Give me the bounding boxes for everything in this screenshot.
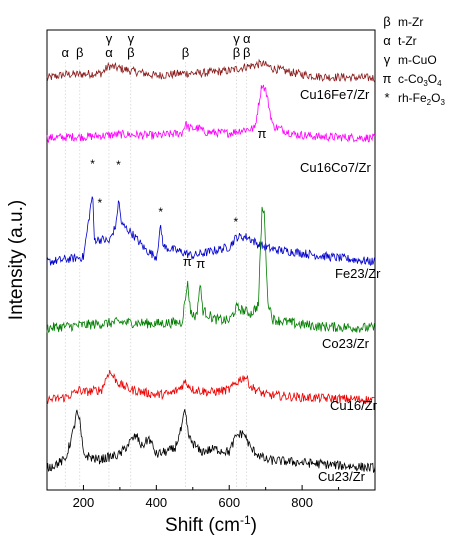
legend-symbol-0: β	[383, 14, 390, 29]
spectrum-cu16co7-zr	[46, 84, 376, 144]
x-axis-label: Shift (cm-1)	[165, 513, 257, 536]
spectra-group	[46, 58, 376, 473]
spectrum-fe23-zr	[46, 196, 376, 267]
phase-marker-3-top: γ	[128, 31, 135, 46]
series-label-cu16-zr: Cu16/Zr	[330, 398, 378, 413]
series-label-fe23-zr: Fe23/Zr	[335, 266, 381, 281]
x-tick-label-200: 200	[73, 495, 95, 510]
reference-lines	[64, 62, 248, 488]
legend-text-1: t-Zr	[398, 34, 417, 48]
peak-annotation-0: *	[90, 157, 95, 171]
peak-annotation-1: *	[98, 196, 103, 210]
series-label-cu23-zr: Cu23/Zr	[318, 469, 366, 484]
phase-marker-6-top: α	[243, 31, 251, 46]
legend-text-4: rh-Fe2O3	[398, 91, 445, 107]
x-axis-ticks: 200 400 600 800	[46, 485, 376, 510]
series-label-cu16fe7-zr: Cu16Fe7/Zr	[300, 87, 370, 102]
series-labels: Cu16Fe7/Zr Cu16Co7/Zr Fe23/Zr Co23/Zr Cu16/Z…	[300, 87, 381, 484]
spectrum-cu23-zr	[46, 409, 376, 473]
phase-marker-5-top: γ	[233, 31, 240, 46]
peak-annotation-3: *	[158, 205, 163, 219]
peak-annotation-2: *	[116, 158, 121, 172]
phase-marker-0: α	[61, 45, 69, 60]
x-tick-label-600: 600	[218, 495, 240, 510]
phase-marker-1: β	[76, 45, 83, 60]
legend-text-0: m-Zr	[398, 15, 423, 29]
y-axis-label: Intensity (a.u.)	[6, 200, 27, 320]
phase-marker-3-bottom: β	[127, 45, 134, 60]
peak-annotation-5: π	[183, 254, 192, 269]
series-label-co23-zr: Co23/Zr	[322, 336, 370, 351]
phase-marker-4: β	[182, 45, 189, 60]
x-axis-label-main: Shift (cm	[165, 515, 240, 536]
x-tick-label-800: 800	[291, 495, 313, 510]
phase-legend: β m-Zr α t-Zr γ m-CuO π c-Co3O4 * rh-Fe2O3	[383, 14, 446, 107]
x-axis-label-end: )	[251, 515, 257, 536]
spectrum-cu16-zr	[46, 370, 376, 405]
peak-annotations: *****π ππ	[90, 126, 266, 271]
spectrum-co23-zr	[46, 206, 376, 333]
peak-annotation-7: π	[258, 126, 267, 141]
legend-text-2: m-CuO	[398, 53, 437, 67]
phase-marker-2-top: γ	[106, 31, 113, 46]
phase-marker-2-bottom: α	[105, 45, 113, 60]
legend-symbol-3: π	[383, 71, 392, 86]
legend-text-3: c-Co3O4	[398, 72, 442, 88]
phase-marker-6-bottom: β	[243, 45, 250, 60]
x-axis-label-sup: -1	[240, 513, 251, 527]
series-label-cu16co7-zr: Cu16Co7/Zr	[300, 160, 371, 175]
phase-marker-5-bottom: β	[233, 45, 240, 60]
peak-annotation-4: *	[233, 215, 238, 229]
legend-symbol-1: α	[383, 33, 391, 48]
spectrum-cu16fe7-zr	[46, 58, 376, 83]
legend-symbol-2: γ	[384, 52, 391, 67]
legend-symbol-4: *	[384, 90, 389, 105]
x-tick-label-400: 400	[145, 495, 167, 510]
peak-annotation-6: π	[196, 256, 205, 271]
